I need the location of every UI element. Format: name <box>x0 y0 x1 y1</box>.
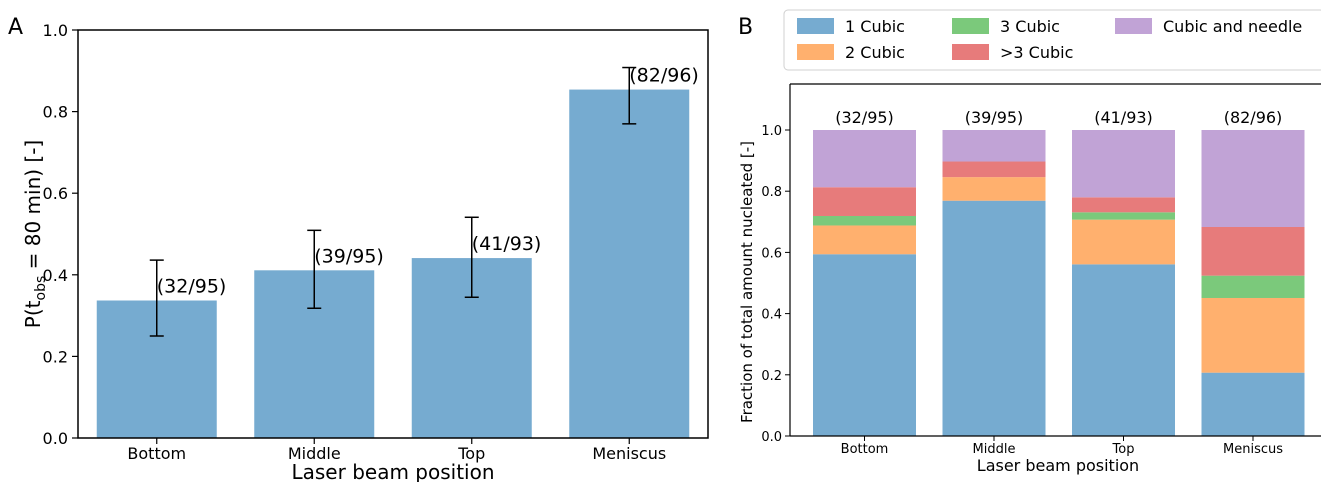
x-tick-label: Meniscus <box>1223 442 1283 457</box>
legend-label-3: >3 Cubic <box>1000 43 1073 62</box>
bar-segment-top-0 <box>1072 264 1175 436</box>
x-tick-label: Top <box>1112 442 1135 457</box>
legend: 1 Cubic 2 Cubic 3 Cubic >3 Cubic Cubic and n… <box>783 9 1321 71</box>
bar-label-bottom: (32/95) <box>157 276 227 298</box>
y-tick-label: 1.0 <box>761 124 782 139</box>
y-tick-label: 0.6 <box>43 184 68 203</box>
panel-letter-b: B <box>738 15 753 40</box>
panel-b-chart: (32/95) (39/95) (41/93) (82/96) 0.0 0.2 0.4 0.6… <box>738 9 1321 475</box>
panel-letter-a: A <box>8 15 23 40</box>
bar-segment-meniscus-1 <box>1201 297 1305 373</box>
bar-segment-bottom-4 <box>813 130 916 188</box>
bar-segment-middle-0 <box>942 200 1046 436</box>
legend-label-0: 1 Cubic <box>845 17 905 36</box>
x-tick-label: Bottom <box>841 442 889 457</box>
bar-segment-top-4 <box>1072 130 1175 198</box>
legend-label-2: 3 Cubic <box>1000 17 1060 36</box>
bar-label-middle: (39/95) <box>965 108 1024 127</box>
x-tick-label: Meniscus <box>592 444 666 463</box>
x-tick-label: Middle <box>973 442 1016 457</box>
y-tick-label: 0.6 <box>761 246 782 261</box>
bar-label-meniscus: (82/96) <box>629 65 699 87</box>
bar-label-meniscus: (82/96) <box>1224 108 1283 127</box>
legend-swatch-0 <box>797 18 834 34</box>
bar-segment-meniscus-0 <box>1201 372 1305 436</box>
bar-segment-top-2 <box>1072 212 1175 220</box>
y-tick-label: 0.4 <box>761 308 782 323</box>
bar-segment-bottom-1 <box>813 225 916 255</box>
bar-segment-middle-1 <box>942 177 1046 201</box>
x-axis-label: Laser beam position <box>291 460 494 482</box>
plot-frame <box>77 29 709 439</box>
bar-label-top: (41/93) <box>472 233 542 255</box>
legend-label-4: Cubic and needle <box>1163 17 1302 36</box>
y-tick-label: 1.0 <box>43 21 68 40</box>
bar-segment-meniscus-4 <box>1201 130 1305 228</box>
y-axis-label: Fraction of total amount nucleated [-] <box>738 141 756 423</box>
bar-segment-bottom-3 <box>813 187 916 216</box>
legend-swatch-4 <box>1115 18 1152 34</box>
legend-swatch-3 <box>952 44 989 60</box>
x-tick-label: Top <box>457 444 485 463</box>
x-axis-label: Laser beam position <box>977 456 1139 475</box>
bar-label-middle: (39/95) <box>314 245 384 267</box>
bar-segment-middle-4 <box>942 130 1046 162</box>
bar-label-top: (41/93) <box>1094 108 1153 127</box>
y-tick-label: 0.2 <box>761 369 782 384</box>
y-tick-label: 0.0 <box>761 430 782 445</box>
bar-segment-bottom-0 <box>813 254 916 436</box>
bar-segment-meniscus-3 <box>1201 227 1305 276</box>
bar-label-bottom: (32/95) <box>835 108 894 127</box>
legend-label-1: 2 Cubic <box>845 43 905 62</box>
y-tick-label: 0.2 <box>43 347 68 366</box>
legend-swatch-1 <box>797 44 834 60</box>
y-tick-label: 0.8 <box>43 103 68 122</box>
panel-a-chart: (32/95) (39/95) (41/93) (82/96) 0.0 0.2 0.4 0.6… <box>21 21 709 482</box>
y-tick-label: 0.4 <box>43 266 68 285</box>
legend-box <box>783 9 1321 71</box>
y-axis-label-base: P(t <box>21 300 45 328</box>
y-tick-label: 0.8 <box>761 185 782 200</box>
bar-segment-top-3 <box>1072 197 1175 213</box>
bar-segment-middle-3 <box>942 161 1046 178</box>
y-tick-label: 0.0 <box>43 429 68 448</box>
bar-segment-meniscus-2 <box>1201 275 1305 298</box>
y-axis-label: P(tobs = 80 min) [-] <box>21 140 49 328</box>
y-axis-label-subscript: obs <box>33 276 49 301</box>
x-tick-label: Middle <box>288 444 341 463</box>
legend-swatch-2 <box>952 18 989 34</box>
bar-segment-bottom-2 <box>813 215 916 226</box>
bar-meniscus <box>569 89 690 439</box>
x-tick-label: Bottom <box>127 444 186 463</box>
y-axis-label-rest: = 80 min) [-] <box>21 140 45 276</box>
bar-segment-top-1 <box>1072 219 1175 265</box>
